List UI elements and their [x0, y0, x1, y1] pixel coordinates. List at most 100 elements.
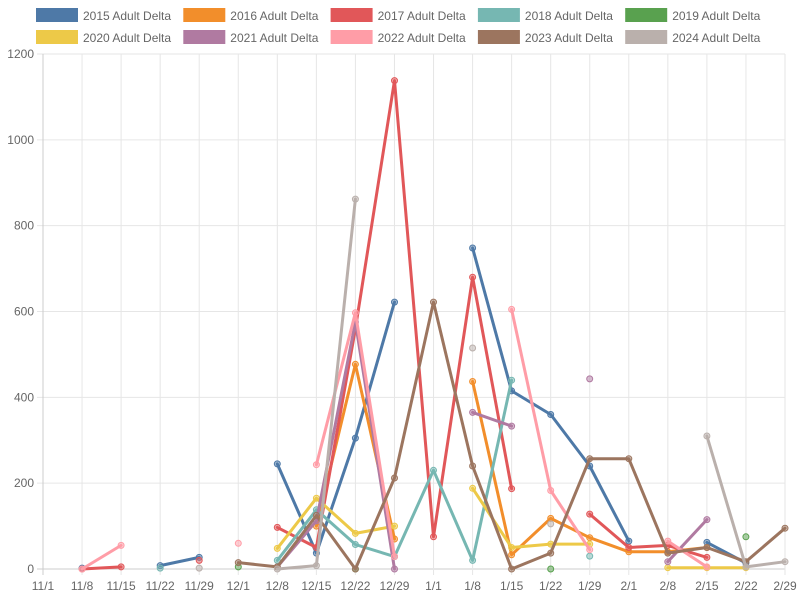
y-tick-label: 400 [14, 390, 34, 404]
legend-label: 2022 Adult Delta [378, 31, 466, 45]
data-point[interactable] [430, 298, 437, 306]
data-point[interactable] [586, 375, 594, 383]
data-point[interactable] [586, 546, 594, 554]
x-tick-label: 2/8 [659, 579, 676, 593]
data-point[interactable] [391, 77, 398, 85]
data-point[interactable] [391, 522, 398, 530]
legend-item[interactable]: 2015 Adult Delta [36, 8, 171, 23]
legend-item[interactable]: 2023 Adult Delta [477, 30, 613, 45]
data-point[interactable] [469, 344, 477, 352]
chart-legend: 2015 Adult Delta 2016 Adult Delta 2017 Adu… [36, 8, 761, 45]
data-point[interactable] [508, 565, 516, 573]
data-point[interactable] [781, 558, 789, 566]
data-point[interactable] [430, 466, 437, 474]
data-point[interactable] [469, 273, 477, 281]
data-point[interactable] [547, 549, 555, 557]
data-point[interactable] [469, 408, 477, 416]
legend-label: 2020 Adult Delta [83, 31, 171, 45]
data-point[interactable] [586, 534, 594, 542]
data-point[interactable] [351, 360, 359, 368]
data-point[interactable] [703, 563, 711, 571]
data-point[interactable] [586, 455, 594, 463]
data-point[interactable] [703, 553, 711, 561]
data-point[interactable] [508, 551, 516, 559]
data-point[interactable] [625, 544, 633, 551]
legend-label: 2019 Adult Delta [672, 9, 760, 23]
data-point[interactable] [391, 474, 398, 482]
data-point[interactable] [547, 411, 555, 418]
data-point[interactable] [469, 244, 477, 252]
data-point[interactable] [508, 422, 516, 430]
x-tick-label: 12/8 [266, 579, 290, 593]
legend-swatch [625, 30, 668, 44]
data-point[interactable] [312, 461, 320, 469]
data-point[interactable] [508, 376, 516, 384]
data-point[interactable] [508, 485, 516, 493]
data-point[interactable] [78, 565, 86, 573]
legend-item[interactable]: 2019 Adult Delta [625, 8, 761, 23]
data-point[interactable] [351, 195, 359, 203]
data-point[interactable] [273, 460, 281, 468]
data-point[interactable] [351, 541, 359, 548]
data-point[interactable] [117, 541, 125, 549]
data-point[interactable] [625, 537, 633, 545]
data-point[interactable] [508, 305, 516, 313]
data-point[interactable] [469, 462, 477, 470]
data-point[interactable] [273, 523, 281, 531]
data-point[interactable] [312, 511, 320, 519]
legend-swatch [477, 30, 520, 44]
data-point[interactable] [234, 559, 242, 567]
data-point[interactable] [664, 564, 672, 572]
y-tick-label: 1000 [7, 133, 34, 147]
data-point[interactable] [312, 494, 320, 502]
data-point[interactable] [156, 564, 164, 572]
data-point[interactable] [117, 563, 125, 571]
data-point[interactable] [742, 533, 750, 541]
legend-item[interactable]: 2016 Adult Delta [183, 8, 319, 23]
data-point[interactable] [351, 565, 359, 573]
legend-item[interactable]: 2017 Adult Delta [330, 8, 466, 23]
x-tick-label: 1/15 [500, 579, 524, 593]
series-line [471, 410, 514, 428]
data-point[interactable] [234, 539, 242, 547]
y-tick-label: 200 [14, 476, 34, 490]
legend-item[interactable]: 2021 Adult Delta [183, 30, 319, 45]
legend-item[interactable]: 2024 Adult Delta [625, 30, 761, 45]
data-point[interactable] [625, 455, 633, 463]
x-tick-label: 11/8 [71, 579, 94, 593]
legend-item[interactable]: 2022 Adult Delta [330, 30, 466, 45]
data-point[interactable] [312, 562, 320, 570]
data-point[interactable] [508, 544, 516, 551]
data-point[interactable] [469, 378, 477, 385]
data-point[interactable] [273, 565, 281, 573]
data-point[interactable] [547, 565, 555, 573]
data-point[interactable] [586, 510, 594, 518]
data-point[interactable] [664, 558, 672, 566]
data-point[interactable] [703, 432, 711, 440]
legend-item[interactable]: 2018 Adult Delta [477, 8, 613, 23]
data-point[interactable] [195, 564, 203, 572]
data-point[interactable] [391, 565, 398, 573]
series-7 [273, 318, 711, 573]
data-point[interactable] [351, 529, 359, 537]
data-point[interactable] [469, 484, 477, 492]
data-point[interactable] [273, 544, 281, 552]
data-point[interactable] [547, 520, 555, 528]
data-point[interactable] [703, 516, 711, 524]
data-point[interactable] [351, 434, 359, 442]
data-point[interactable] [391, 298, 398, 306]
data-point[interactable] [469, 556, 477, 564]
series-line [158, 555, 201, 568]
data-point[interactable] [664, 549, 672, 557]
data-point[interactable] [195, 556, 203, 564]
data-point[interactable] [351, 309, 359, 317]
data-point[interactable] [586, 552, 594, 560]
data-point[interactable] [430, 533, 437, 541]
legend-item[interactable]: 2020 Adult Delta [36, 30, 171, 45]
data-point[interactable] [703, 544, 711, 551]
data-point[interactable] [391, 553, 398, 561]
data-point[interactable] [781, 524, 789, 532]
data-point[interactable] [664, 537, 672, 545]
data-point[interactable] [547, 487, 555, 494]
data-point[interactable] [742, 563, 750, 571]
